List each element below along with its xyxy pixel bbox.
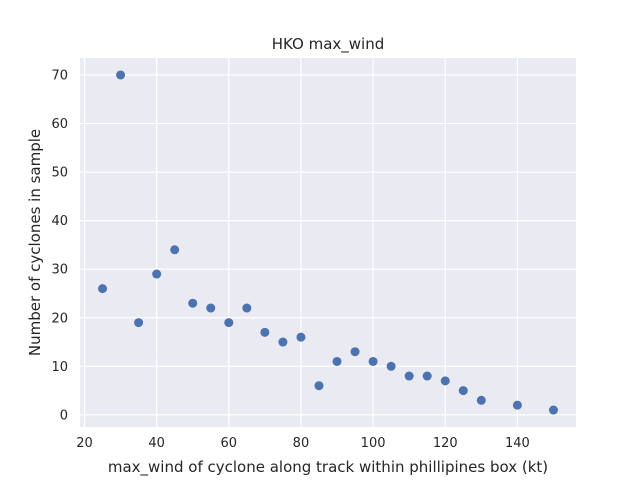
data-point	[386, 361, 396, 371]
x-tick-label: 20	[76, 436, 93, 451]
data-point	[548, 405, 558, 415]
y-tick-label: 20	[51, 311, 68, 326]
data-point	[458, 386, 468, 396]
data-point	[512, 400, 522, 410]
data-point	[152, 269, 162, 279]
x-tick-label: 100	[361, 436, 386, 451]
data-point	[350, 347, 360, 357]
x-tick-label: 60	[221, 436, 238, 451]
y-tick-label: 0	[60, 408, 68, 423]
y-tick-labels: 0 10 20 30 40 50 60 70	[51, 68, 68, 423]
data-point	[134, 318, 144, 328]
y-tick-label: 40	[51, 214, 68, 229]
data-point	[422, 371, 432, 381]
data-point	[170, 245, 180, 255]
data-point	[278, 337, 288, 347]
x-tick-label: 80	[293, 436, 310, 451]
data-point	[332, 356, 342, 366]
y-tick-label: 50	[51, 166, 68, 181]
y-axis-label: Number of cyclones in sample	[26, 129, 44, 356]
y-tick-label: 60	[51, 117, 68, 132]
data-point	[242, 303, 252, 313]
data-point	[260, 327, 270, 337]
x-tick-label: 140	[505, 436, 530, 451]
data-points	[98, 70, 558, 415]
data-point	[116, 70, 126, 80]
y-tick-label: 10	[51, 360, 68, 375]
data-point	[368, 356, 378, 366]
data-point	[206, 303, 216, 313]
data-point	[404, 371, 414, 381]
data-point	[98, 284, 108, 294]
data-point	[296, 332, 306, 342]
data-point	[440, 376, 450, 386]
y-tick-label: 30	[51, 263, 68, 278]
grid-lines	[80, 58, 576, 427]
chart-title: HKO max_wind	[272, 35, 385, 54]
x-tick-label: 40	[148, 436, 165, 451]
x-axis-label: max_wind of cyclone along track within p…	[108, 458, 548, 477]
data-point	[476, 395, 486, 405]
x-tick-label: 120	[433, 436, 458, 451]
plot-area	[80, 58, 576, 427]
data-point	[188, 298, 198, 308]
data-point	[224, 318, 234, 328]
y-tick-label: 70	[51, 68, 68, 83]
x-tick-labels: 20 40 60 80 100 120 140	[76, 436, 530, 451]
data-point	[314, 381, 324, 391]
